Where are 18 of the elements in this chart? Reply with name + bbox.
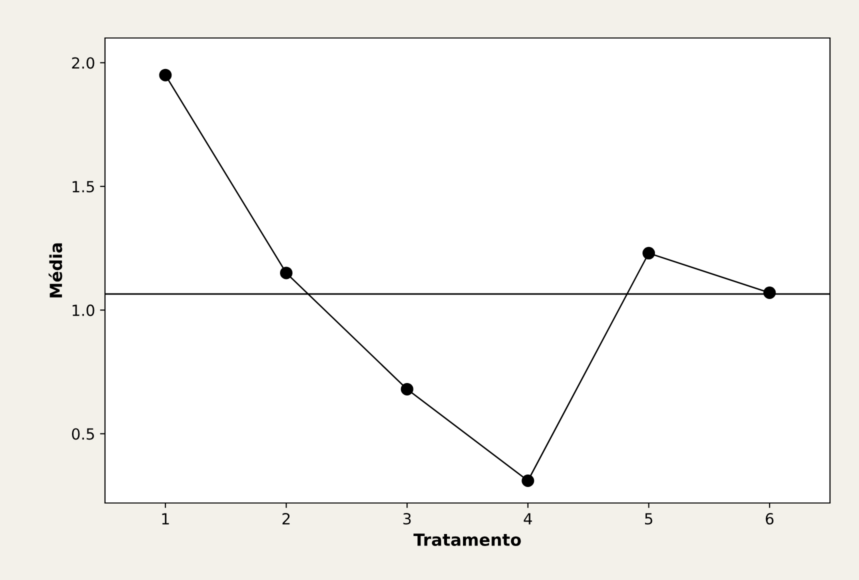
x-tick-label: 2: [282, 512, 290, 524]
point: [400, 382, 414, 396]
x-tick-label: 1: [162, 513, 169, 524]
x-tick-label: 5: [645, 513, 652, 525]
point: [280, 266, 292, 280]
y-tick-label: 2.0: [72, 57, 94, 69]
x-tick-label: 6: [766, 512, 774, 525]
point: [159, 68, 172, 82]
x-axis-title: Tratamento: [413, 534, 521, 546]
y-tick-label: 1.5: [72, 181, 94, 192]
y-tick-label: 1.0: [72, 304, 94, 316]
point: [522, 474, 534, 487]
x-tick-label: 4: [524, 513, 532, 524]
point: [763, 286, 776, 300]
point: [642, 246, 655, 260]
x-tick-label: 3: [403, 512, 411, 525]
y-tick-label: 0.5: [72, 428, 94, 440]
y-axis-title: Média: [48, 243, 62, 298]
